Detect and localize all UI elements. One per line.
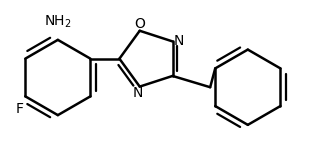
Text: N: N [133,86,143,100]
Text: N: N [174,34,184,48]
Text: NH$_2$: NH$_2$ [44,14,72,30]
Text: O: O [134,17,145,31]
Text: F: F [16,102,24,116]
